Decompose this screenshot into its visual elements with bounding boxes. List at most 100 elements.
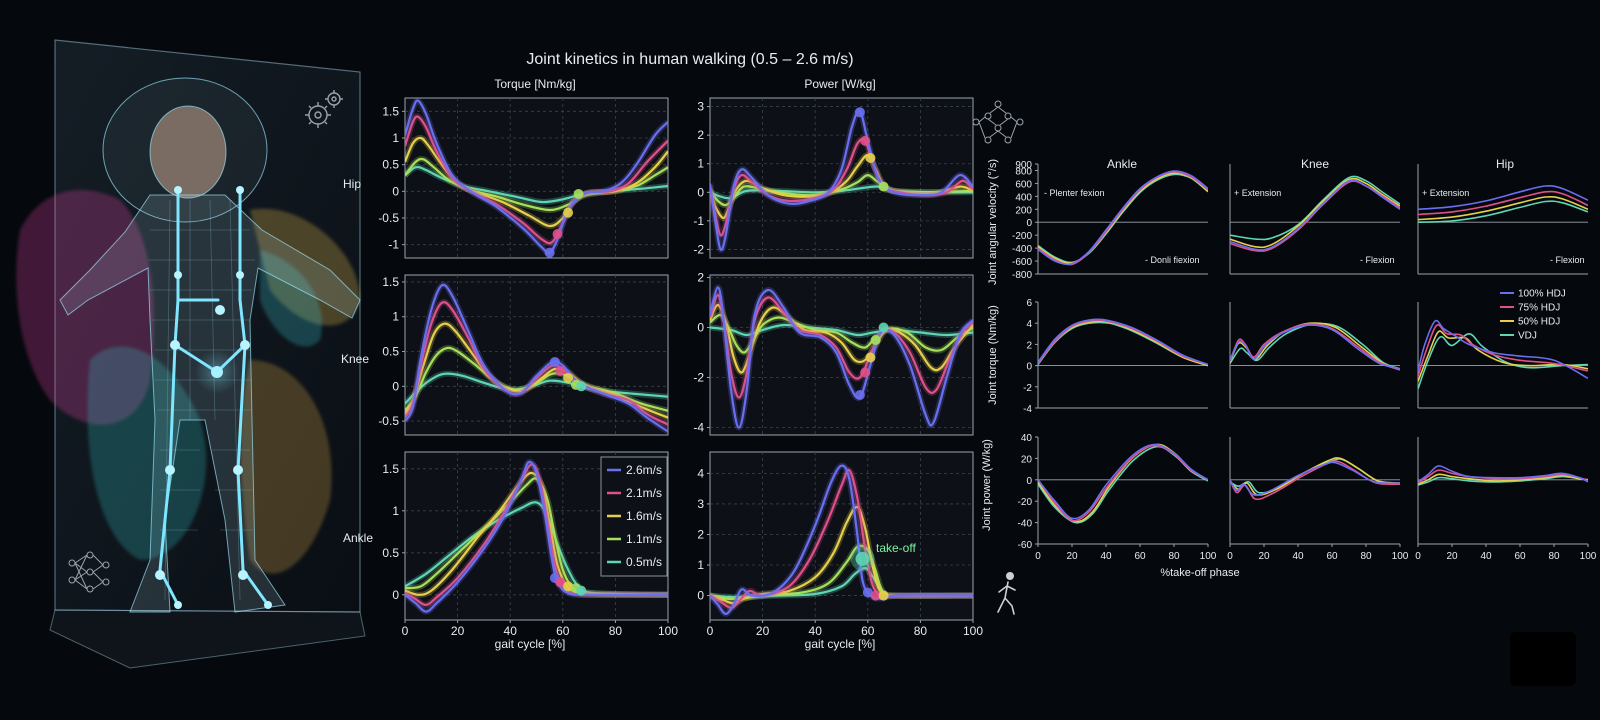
r-ankle-velocity-ytick-label: -800 bbox=[1012, 270, 1032, 281]
r-knee-torque-panel bbox=[1229, 302, 1400, 409]
hip-power-ytick-label: -2 bbox=[693, 242, 704, 256]
knee-torque-ytick-label: 1.5 bbox=[382, 275, 399, 289]
r-ankle-torque-ytick-label: -4 bbox=[1023, 404, 1032, 415]
hip-torque-ytick-label: 1.5 bbox=[382, 104, 399, 118]
skeleton-joints bbox=[155, 186, 272, 609]
r-ankle-velocity-ytick-label: 800 bbox=[1015, 166, 1032, 177]
knee-torque-marker bbox=[555, 366, 566, 376]
main-title: Joint kinetics in human walking (0.5 – 2… bbox=[526, 51, 853, 68]
hip-power-ytick-label: 0 bbox=[697, 185, 704, 199]
ankle-torque-series-line bbox=[405, 463, 668, 606]
col-title-torque: Torque [Nm/kg] bbox=[494, 77, 575, 91]
speed-legend-label: 2.6m/s bbox=[626, 463, 662, 477]
speed-legend: 2.6m/s 2.1m/s 1.6m/s 1.1m/s 0.5m/s bbox=[600, 456, 668, 577]
hip-torque-marker bbox=[573, 189, 584, 199]
ankle-power-xtick-label: 40 bbox=[809, 624, 823, 638]
knee-torque-ytick-label: 0 bbox=[392, 379, 399, 393]
hip-torque-marker bbox=[544, 247, 555, 258]
ankle-torque-marker bbox=[555, 577, 566, 588]
knee-torque-frame bbox=[404, 274, 669, 436]
r-hip-velocity-series-line bbox=[1418, 195, 1588, 221]
ankle-velocity-top-label: - Plenter fexion bbox=[1044, 188, 1105, 198]
r-knee-power-xtick-label: 40 bbox=[1292, 551, 1304, 562]
r-knee-torque-series-line bbox=[1230, 322, 1400, 370]
hdj-legend-label: 100% HDJ bbox=[1518, 289, 1566, 300]
hip-torque-ytick-label: -1 bbox=[388, 238, 399, 252]
hip-power-ytick-label: -1 bbox=[693, 214, 704, 228]
r-ankle-velocity-ytick-label: -400 bbox=[1012, 244, 1032, 255]
ankle-velocity-bottom-label: - Donli fiexion bbox=[1145, 255, 1200, 265]
knee-power-marker bbox=[870, 335, 881, 345]
knee-power-ytick-label: 2 bbox=[697, 271, 704, 285]
knee-power-series-line bbox=[710, 286, 973, 429]
r-ankle-torque-ytick-label: 4 bbox=[1026, 319, 1032, 330]
glass-box-base bbox=[49, 609, 366, 669]
right-ylabel-power: Joint power (W/kg) bbox=[981, 439, 993, 531]
r-hip-torque-series-line bbox=[1418, 324, 1588, 377]
knee-torque-marker bbox=[576, 381, 587, 392]
r-hip-velocity-panel bbox=[1417, 164, 1588, 275]
ankle-power-ytick-label: 2 bbox=[697, 527, 704, 541]
hip-torque-series-line bbox=[405, 136, 668, 228]
r-ankle-velocity-ytick-label: 400 bbox=[1015, 192, 1032, 203]
right-ylabel-torque: Joint torque (Nm/kg) bbox=[987, 305, 999, 405]
r-hip-power-panel: 0 20 40 60 80 100 bbox=[1415, 437, 1597, 562]
ankle-power-series-line bbox=[710, 505, 973, 605]
r-knee-velocity-series-line bbox=[1230, 177, 1400, 249]
ankle-torque-xtick-label: 40 bbox=[504, 624, 518, 638]
hip-glow bbox=[195, 350, 239, 394]
hdj-legend: 100% HDJ 75% HDJ 50% HDJ VDJ bbox=[1500, 289, 1566, 342]
r-ankle-velocity-series-line bbox=[1038, 172, 1208, 265]
hip-torque-ytick-label: -0.5 bbox=[378, 211, 399, 225]
knee-power-series-line bbox=[710, 303, 973, 374]
knee-power-marker bbox=[860, 367, 871, 378]
r-knee-velocity-panel bbox=[1229, 164, 1400, 275]
hip-power-series-line bbox=[710, 109, 973, 252]
head bbox=[149, 105, 227, 199]
r-ankle-power-xtick-label: 0 bbox=[1035, 551, 1041, 562]
r-knee-power-series-line bbox=[1230, 461, 1400, 496]
r-hip-torque-panel bbox=[1417, 302, 1588, 409]
speed-legend-label: 0.5m/s bbox=[626, 555, 662, 569]
r-hip-velocity-series-line bbox=[1418, 185, 1588, 211]
hip-power-ytick-label: 2 bbox=[697, 128, 704, 142]
r-knee-torque-series-line bbox=[1230, 324, 1400, 370]
r-ankle-velocity-ytick-label: -600 bbox=[1012, 257, 1032, 268]
knee-power-ytick-label: 0 bbox=[697, 321, 704, 335]
hdj-legend-label: VDJ bbox=[1518, 331, 1537, 342]
r-ankle-power-series-line bbox=[1038, 443, 1208, 520]
ankle-torque-series-line bbox=[405, 460, 668, 613]
xlabel-power: gait cycle [%] bbox=[805, 637, 876, 651]
hip-power-ytick-label: 3 bbox=[697, 100, 704, 114]
walking-person-icon bbox=[997, 571, 1016, 615]
hdj-legend-label: 50% HDJ bbox=[1518, 317, 1560, 328]
hip-torque-marker bbox=[552, 229, 563, 239]
knee-power-ytick-label: -4 bbox=[693, 421, 704, 435]
take-off-annotation: take-off bbox=[876, 541, 916, 555]
r-knee-power-xtick-label: 20 bbox=[1258, 551, 1270, 562]
r-ankle-velocity-ytick-label: 600 bbox=[1015, 179, 1032, 190]
hip-torque-series-line bbox=[405, 99, 668, 255]
r-ankle-power-ytick-label: 40 bbox=[1021, 433, 1033, 444]
r-hip-power-xtick-label: 0 bbox=[1415, 551, 1421, 562]
r-ankle-torque-ytick-label: -2 bbox=[1023, 383, 1032, 394]
r-hip-velocity-series-line bbox=[1418, 200, 1588, 223]
ankle-torque-ytick-label: 1.5 bbox=[382, 462, 399, 476]
ankle-torque-xtick-label: 0 bbox=[402, 624, 409, 638]
hip-torque-series-group bbox=[405, 98, 668, 257]
knee-torque-ytick-label: -0.5 bbox=[378, 414, 399, 428]
yellow-pointcloud-lower bbox=[240, 360, 332, 574]
body-mesh bbox=[59, 77, 361, 613]
gears-icon bbox=[305, 90, 343, 128]
r-ankle-torque-ytick-label: 2 bbox=[1026, 340, 1032, 351]
knee-torque-series-group bbox=[405, 281, 668, 435]
r-ankle-torque-ytick-label: 6 bbox=[1026, 298, 1032, 309]
r-ankle-velocity-ytick-label: 0 bbox=[1026, 218, 1032, 229]
r-knee-power-panel: 0 20 40 60 80 100 bbox=[1227, 437, 1409, 562]
hdj-legend-label: 75% HDJ bbox=[1518, 303, 1560, 314]
knee-power-series-line bbox=[710, 313, 973, 354]
hip-power-panel: 3 2 1 0 -1 -2 bbox=[693, 97, 974, 259]
right-col-title-hip: Hip bbox=[1496, 157, 1514, 171]
hip-power-series-group bbox=[710, 107, 973, 253]
